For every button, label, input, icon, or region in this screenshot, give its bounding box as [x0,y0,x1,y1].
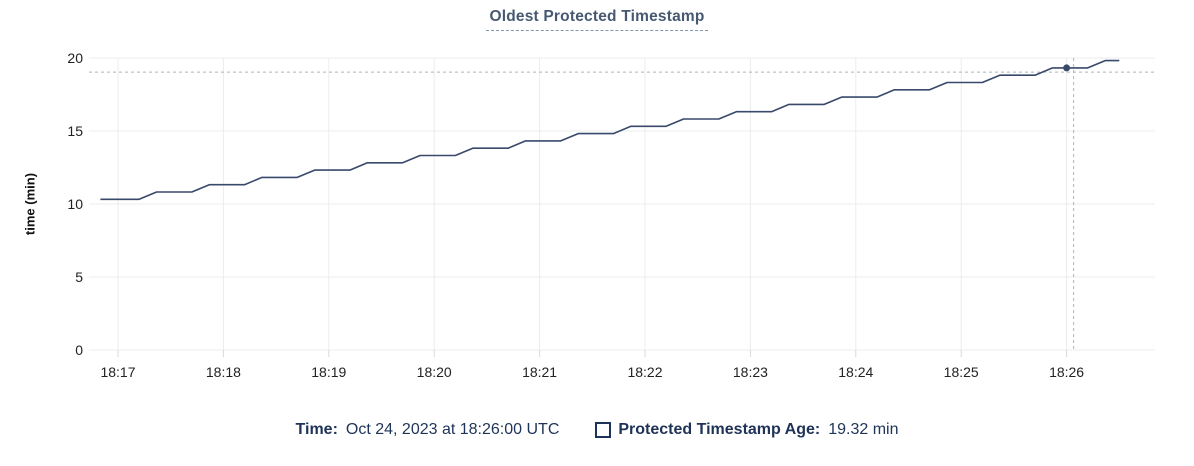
series-toggle-checkbox-icon[interactable] [595,422,612,438]
x-tick-label: 18:23 [733,364,768,380]
x-tick-label: 18:18 [206,364,241,380]
x-tick-label: 18:21 [522,364,557,380]
x-tick-label: 18:20 [417,364,452,380]
chart-title: Oldest Protected Timestamp [486,8,708,31]
legend-time-label: Time: [295,421,338,438]
legend-series-value: 19.32 min [828,421,899,438]
series-line[interactable] [100,59,1120,201]
hover-point-dot [1063,64,1071,72]
legend-time-value: Oct 24, 2023 at 18:26:00 UTC [345,421,560,438]
x-tick-label: 18:24 [838,364,873,380]
y-tick-label: 5 [75,269,83,285]
legend-series-label[interactable]: Protected Timestamp Age: [618,421,821,438]
y-tick-label: 10 [67,196,83,212]
x-tick-label: 18:17 [100,364,135,380]
chart-legend: Time: Oct 24, 2023 at 18:26:00 UTC Prote… [0,421,1194,439]
chart-header: Oldest Protected Timestamp [0,8,1194,31]
x-tick-label: 18:19 [311,364,346,380]
x-tick-label: 18:25 [944,364,979,380]
x-tick-label: 18:22 [627,364,662,380]
y-tick-label: 20 [67,50,83,66]
x-tick-label: 18:26 [1049,364,1084,380]
y-tick-label: 15 [67,123,83,139]
y-tick-label: 0 [75,342,83,358]
